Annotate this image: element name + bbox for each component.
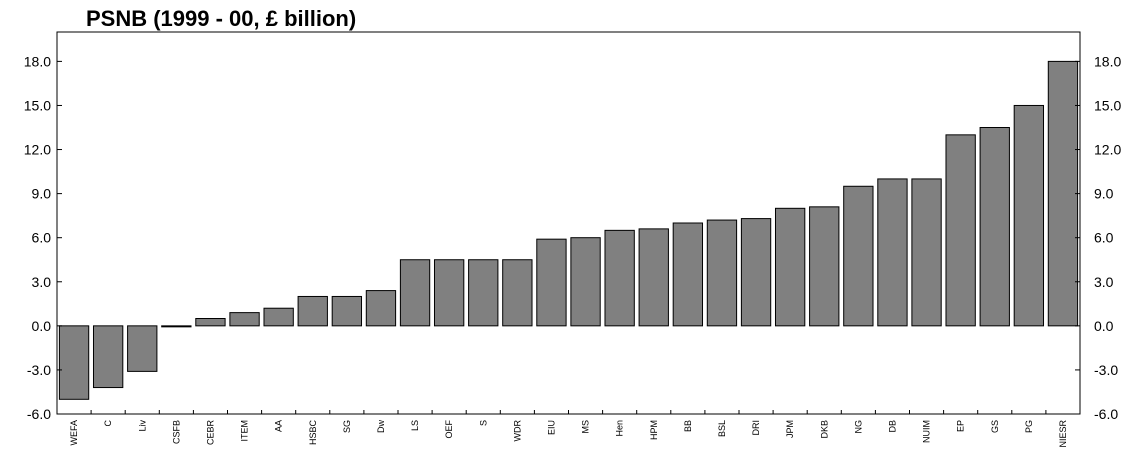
x-tick-label: NUIM — [922, 420, 932, 443]
x-tick-label: BB — [683, 420, 693, 432]
bar-c — [92, 325, 124, 389]
y-tick-label-left: -3.0 — [27, 362, 51, 378]
x-tick-label: Hen — [615, 420, 625, 437]
y-tick-label-right: 15.0 — [1094, 97, 1121, 113]
x-tick-label: C — [103, 420, 113, 427]
x-tick-label: DRI — [751, 420, 761, 436]
y-tick-label-right: 0.0 — [1094, 318, 1114, 334]
y-tick-label-right: 18.0 — [1094, 53, 1121, 69]
y-tick-label-left: 12.0 — [24, 142, 51, 158]
x-tick-label: MS — [581, 420, 591, 434]
y-tick-label-right: 3.0 — [1094, 274, 1114, 290]
bar-hsbc — [297, 295, 328, 327]
x-tick-label: NIESR — [1058, 420, 1068, 448]
y-tick-label-left: 0.0 — [32, 318, 52, 334]
y-tick-label-left: 9.0 — [32, 186, 52, 202]
bar-ep — [945, 134, 976, 327]
x-tick-label: EIU — [546, 420, 556, 435]
x-tick-label: AA — [274, 420, 284, 432]
y-tick-label-right: -3.0 — [1094, 362, 1118, 378]
x-tick-label: CEBR — [205, 420, 215, 446]
y-tick-label-left: 3.0 — [32, 274, 52, 290]
bar-bb — [672, 222, 704, 327]
bar-jpm — [774, 207, 806, 327]
bar-item — [229, 312, 260, 327]
chart-title: PSNB (1999 - 00, £ billion) — [86, 6, 356, 31]
bar-cebr — [195, 318, 226, 327]
bar-niesr — [1047, 60, 1079, 327]
x-tick-label: OEF — [444, 420, 454, 439]
bar-dkb — [809, 206, 840, 327]
y-tick-label-right: -6.0 — [1094, 406, 1118, 422]
x-tick-label: CSFB — [171, 420, 181, 444]
bar-eiu — [536, 238, 567, 327]
x-tick-label: JPM — [785, 420, 795, 438]
bar-nuim — [911, 178, 942, 327]
x-tick-label: BSL — [717, 420, 727, 437]
bar-gs — [979, 127, 1010, 327]
bar-aa — [263, 307, 294, 327]
bar-wefa — [58, 325, 90, 400]
x-tick-label: WEFA — [69, 420, 79, 446]
bars-group — [58, 60, 1079, 400]
y-tick-label-right: 6.0 — [1094, 230, 1114, 246]
x-tick-label: LS — [410, 420, 420, 431]
x-tick-label: SG — [342, 420, 352, 433]
x-tick-label: WDR — [512, 420, 522, 442]
x-tick-label: Liv — [137, 420, 147, 432]
x-tick-label: HSBC — [308, 420, 318, 446]
x-tick-label: NG — [853, 420, 863, 434]
bar-hpm — [638, 228, 669, 327]
y-tick-label-left: 6.0 — [32, 230, 52, 246]
bar-dw — [365, 290, 397, 327]
x-tick-label: DKB — [819, 420, 829, 439]
bar-s — [468, 259, 499, 327]
y-tick-label-left: 18.0 — [24, 53, 51, 69]
bar-csfb — [161, 325, 192, 328]
bar-dri — [740, 218, 772, 327]
bar-ms — [570, 237, 601, 327]
bar-ls — [399, 259, 431, 327]
bar-bsl — [706, 219, 738, 327]
x-tick-label: PG — [1024, 420, 1034, 433]
y-tick-label-right: 12.0 — [1094, 142, 1121, 158]
bar-liv — [127, 325, 158, 372]
x-tick-label: ITEM — [240, 420, 250, 442]
x-tick-label: HPM — [649, 420, 659, 440]
bar-db — [877, 178, 908, 327]
x-tick-label: Dw — [376, 420, 386, 433]
y-tick-label-left: 15.0 — [24, 97, 51, 113]
bar-ng — [843, 185, 874, 327]
bar-hen — [604, 229, 635, 327]
x-axis: WEFA C Liv CSFB CEBR ITEM AA HSBC SG Dw LS OEF S WDR E… — [56, 410, 1068, 448]
bar-pg — [1013, 104, 1045, 327]
x-tick-label: EP — [956, 420, 966, 432]
bar-wdr — [502, 259, 533, 327]
y-tick-label-right: 9.0 — [1094, 186, 1114, 202]
x-tick-label: S — [478, 420, 488, 426]
bar-sg — [331, 295, 363, 327]
bar-oef — [433, 259, 465, 327]
x-tick-label: GS — [990, 420, 1000, 433]
y-tick-label-left: -6.0 — [27, 406, 51, 422]
y-axis: 18.0 18.0 15.0 15.0 12.0 12.0 9.0 9.0 6.0 6.0 3.0 3… — [24, 53, 1122, 422]
x-tick-label: DB — [887, 420, 897, 433]
